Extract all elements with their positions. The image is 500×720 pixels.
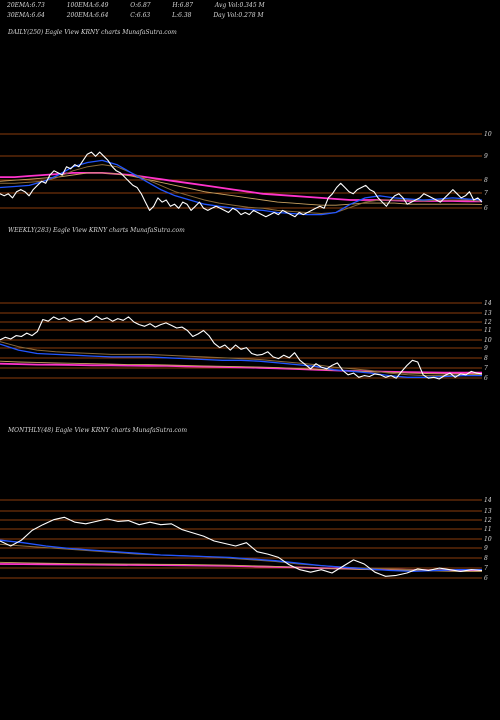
ema20-line (0, 343, 482, 378)
ema20-line (0, 539, 482, 573)
close-label: C: (130, 12, 137, 19)
chart-title: WEEKLY(283) Eagle View KRNY charts Munaf… (8, 227, 185, 234)
y-tick-label: 12 (484, 319, 492, 326)
ema200-label: 200EMA: (66, 12, 96, 19)
y-tick-label: 8 (484, 555, 488, 562)
y-tick-label: 11 (484, 327, 492, 334)
ema30-line (0, 164, 483, 214)
ema100-line (0, 172, 483, 206)
y-tick-label: 9 (484, 345, 488, 352)
close-value: 6.63 (136, 12, 151, 19)
ema30-value: 6.64 (31, 12, 45, 19)
price-line (0, 315, 483, 380)
y-tick-label: 9 (484, 545, 488, 552)
day-vol-value: 0.278 M (238, 12, 264, 19)
y-tick-label: 8 (484, 355, 488, 362)
open-label: O: (130, 2, 138, 9)
y-tick-label: 7 (484, 190, 488, 197)
chart-title: DAILY(250) Eagle View KRNY charts Munafa… (7, 29, 177, 36)
y-tick-label: 6 (484, 205, 488, 212)
ema20-value: 6.73 (31, 2, 45, 9)
y-tick-label: 6 (484, 575, 488, 582)
y-tick-label: 9 (484, 153, 488, 160)
avg-vol-value: 0.345 M (239, 2, 265, 9)
y-tick-label: 8 (484, 177, 488, 184)
price-line (0, 516, 483, 577)
ema200-line (0, 171, 482, 203)
open-value: 6.87 (137, 2, 151, 9)
ema30-line (0, 543, 483, 571)
price-line (0, 151, 483, 218)
y-tick-label: 14 (484, 300, 492, 307)
y-tick-label: 12 (484, 517, 492, 524)
low-label: L: (172, 12, 179, 19)
low-value: 6.38 (178, 12, 192, 19)
chart-title: MONTHLY(48) Eagle View KRNY charts Munaf… (7, 427, 187, 434)
high-value: 6.87 (179, 2, 194, 9)
y-tick-label: 10 (484, 337, 492, 344)
day-vol-label: Day Vol: (213, 12, 239, 19)
y-tick-label: 10 (484, 536, 492, 543)
ema100-value: 6.49 (95, 2, 109, 9)
chart-panel-1: DAILY(250) Eagle View KRNY charts Munafa… (0, 29, 492, 218)
header-row-1: 20EMA:6.73 100EMA:6.49 O:6.87 H:6.87 Avg… (7, 2, 265, 9)
chart-panel-2: WEEKLY(283) Eagle View KRNY charts Munaf… (0, 227, 492, 382)
ema30-line (0, 341, 483, 377)
chart-panel-3: MONTHLY(48) Eagle View KRNY charts Munaf… (0, 427, 492, 582)
y-tick-label: 14 (484, 497, 492, 504)
y-tick-label: 10 (484, 131, 492, 138)
y-tick-label: 7 (484, 365, 488, 372)
avg-vol-label: Avg Vol: (214, 2, 240, 9)
ema20-label: 20EMA: (7, 2, 32, 9)
y-tick-label: 6 (484, 375, 488, 382)
high-label: H: (172, 2, 180, 9)
ema30-label: 30EMA: (7, 12, 32, 19)
y-tick-label: 13 (484, 508, 492, 515)
y-tick-label: 7 (484, 565, 488, 572)
ema100-label: 100EMA: (66, 2, 96, 9)
header-row-2: 30EMA:6.64 200EMA:6.64 C:6.63 L:6.38 Day… (7, 12, 264, 19)
ema200-value: 6.64 (95, 12, 109, 19)
y-tick-label: 13 (484, 310, 492, 317)
y-tick-label: 11 (484, 526, 492, 533)
ema100-line (0, 360, 483, 375)
